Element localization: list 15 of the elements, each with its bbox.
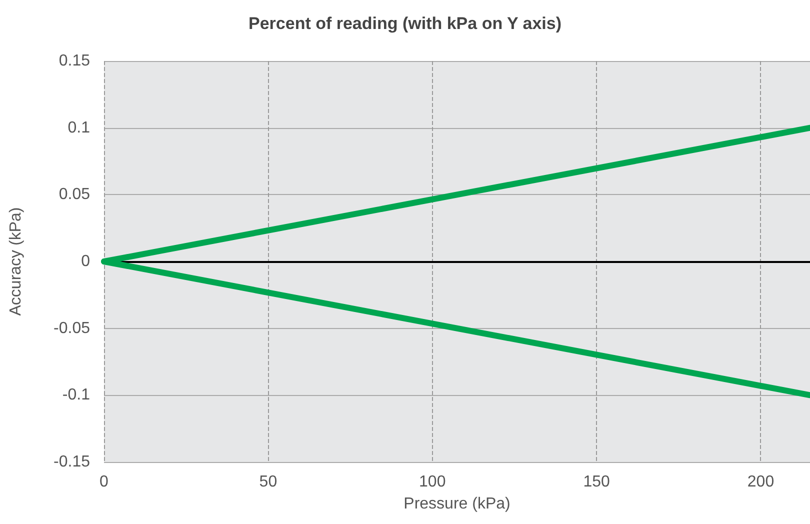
x-axis-title: Pressure (kPa) bbox=[404, 496, 510, 512]
y-tick-label: -0.1 bbox=[62, 386, 90, 404]
y-tick-label: -0.15 bbox=[54, 454, 90, 470]
x-tick-label: 0 bbox=[100, 474, 109, 490]
x-tick-label: 150 bbox=[583, 474, 610, 490]
y-tick-label: -0.05 bbox=[54, 320, 90, 337]
y-tick-label: 0.1 bbox=[68, 119, 90, 136]
x-tick-label: 100 bbox=[419, 474, 446, 490]
chart-title: Percent of reading (with kPa on Y axis) bbox=[248, 14, 562, 33]
x-tick-label: 200 bbox=[747, 474, 774, 490]
y-axis-title: Accuracy (kPa) bbox=[8, 207, 24, 316]
x-tick-label: 50 bbox=[259, 474, 278, 490]
y-tick-label: 0 bbox=[81, 253, 90, 270]
y-tick-label: 0.05 bbox=[58, 186, 90, 204]
y-tick-label: 0.15 bbox=[58, 52, 90, 70]
